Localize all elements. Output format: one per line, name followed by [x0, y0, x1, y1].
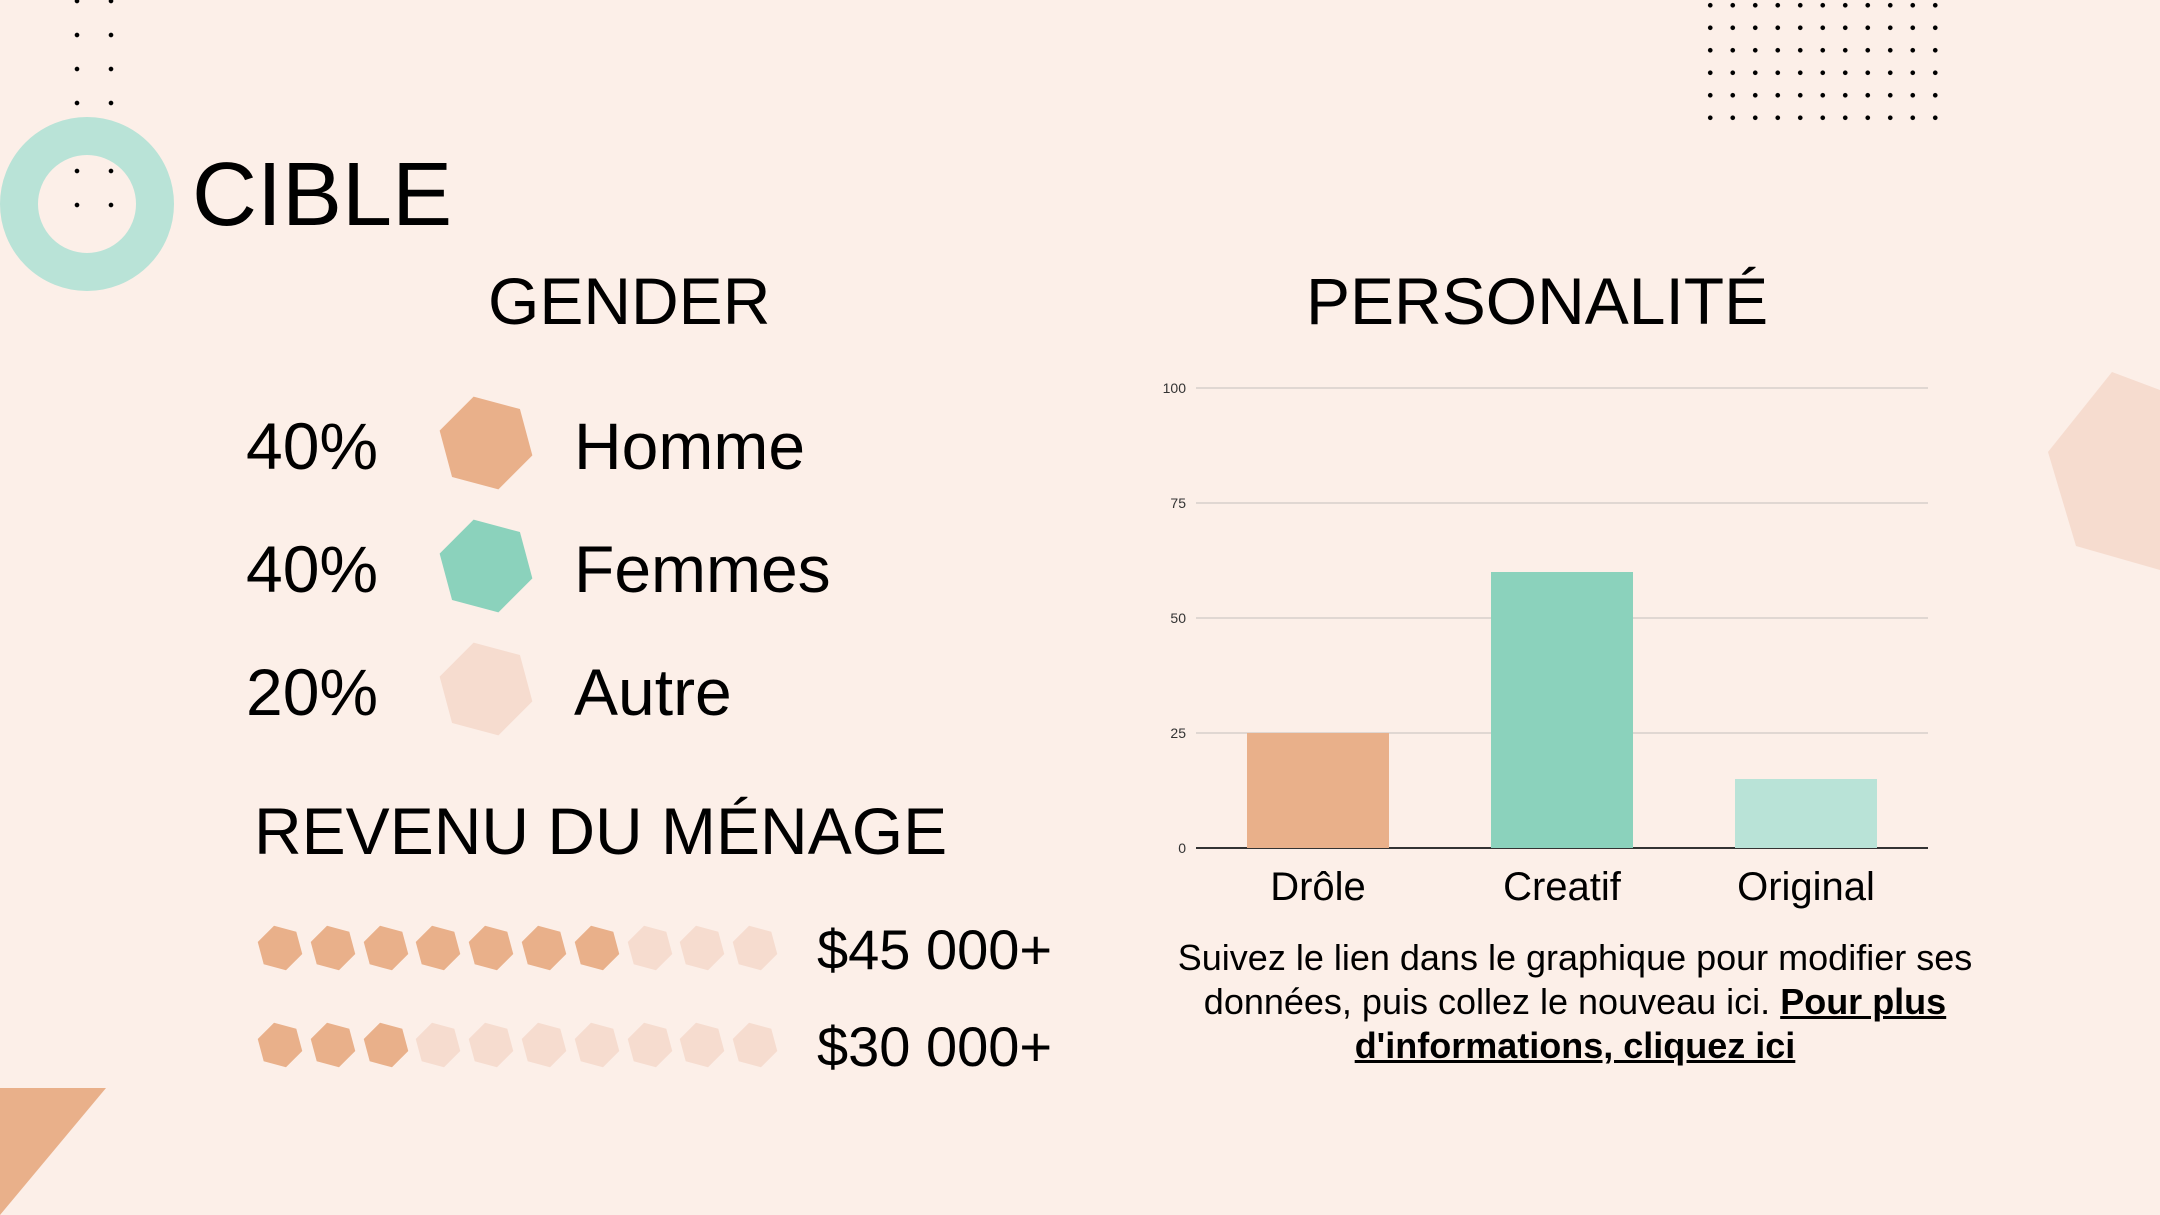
income-label: $45 000+ — [817, 918, 1053, 981]
income-hex-empty — [627, 925, 672, 971]
personality-title: PERSONALITÉ — [1306, 264, 1769, 338]
income-hex-filled — [363, 1022, 408, 1068]
x-tick-label: Original — [1737, 865, 1875, 909]
income-hex-empty — [732, 925, 778, 971]
gender-percent: 40% — [246, 409, 379, 483]
dot-pattern-top-right — [1705, 0, 1945, 132]
income-hex-empty — [416, 1022, 461, 1068]
income-hex-empty — [680, 925, 725, 971]
x-tick-label: Drôle — [1270, 865, 1366, 909]
y-tick-label: 25 — [1170, 725, 1186, 741]
income-label: $30 000+ — [817, 1015, 1053, 1078]
bar-original[interactable] — [1735, 779, 1877, 848]
income-hex-filled — [310, 1022, 356, 1068]
hexagon-icon — [439, 396, 533, 490]
page-title: CIBLE — [192, 145, 453, 245]
hexagon-icon — [439, 642, 533, 736]
income-hex-empty — [680, 1022, 725, 1068]
decorative-pentagon — [2048, 372, 2160, 570]
chart-note-text: Suivez le lien dans le graphique pour mo… — [1177, 937, 1973, 1022]
bar-drôle[interactable] — [1247, 733, 1389, 848]
income-hex-filled — [363, 925, 408, 971]
income-hex-filled — [257, 925, 303, 971]
income-hex-filled — [521, 925, 567, 971]
income-hex-empty — [468, 1022, 514, 1068]
decorative-triangle — [0, 1088, 106, 1215]
y-tick-label: 50 — [1170, 610, 1186, 626]
more-info-link[interactable]: Pour plus d'informations, cliquez ici — [1354, 981, 1947, 1066]
gender-title: GENDER — [488, 264, 771, 338]
income-hex-filled — [468, 925, 514, 971]
gender-percent: 40% — [246, 532, 379, 606]
chart-note: Suivez le lien dans le graphique pour mo… — [1170, 936, 1980, 1068]
x-tick-label: Creatif — [1503, 865, 1622, 909]
income-hex-empty — [574, 1022, 620, 1068]
income-hex-filled — [574, 925, 620, 971]
income-hex-filled — [310, 925, 356, 971]
income-hex-filled — [257, 1022, 303, 1068]
income-hex-empty — [732, 1022, 778, 1068]
y-tick-label: 100 — [1163, 380, 1187, 396]
decorative-ring — [0, 117, 174, 291]
y-tick-label: 0 — [1178, 840, 1186, 856]
hexagon-icon — [439, 519, 533, 613]
gender-label: Homme — [574, 409, 806, 483]
bar-creatif[interactable] — [1491, 572, 1633, 848]
income-hex-filled — [416, 925, 461, 971]
income-hex-empty — [627, 1022, 672, 1068]
gender-label: Femmes — [574, 532, 831, 606]
revenue-title: REVENU DU MÉNAGE — [254, 794, 948, 868]
gender-percent: 20% — [246, 655, 379, 729]
personality-bar-chart[interactable]: 0 25 50 75 100 Drôle Creatif Original — [1140, 360, 1960, 920]
y-tick-label: 75 — [1170, 495, 1186, 511]
gender-label: Autre — [574, 655, 732, 729]
income-hex-empty — [521, 1022, 567, 1068]
